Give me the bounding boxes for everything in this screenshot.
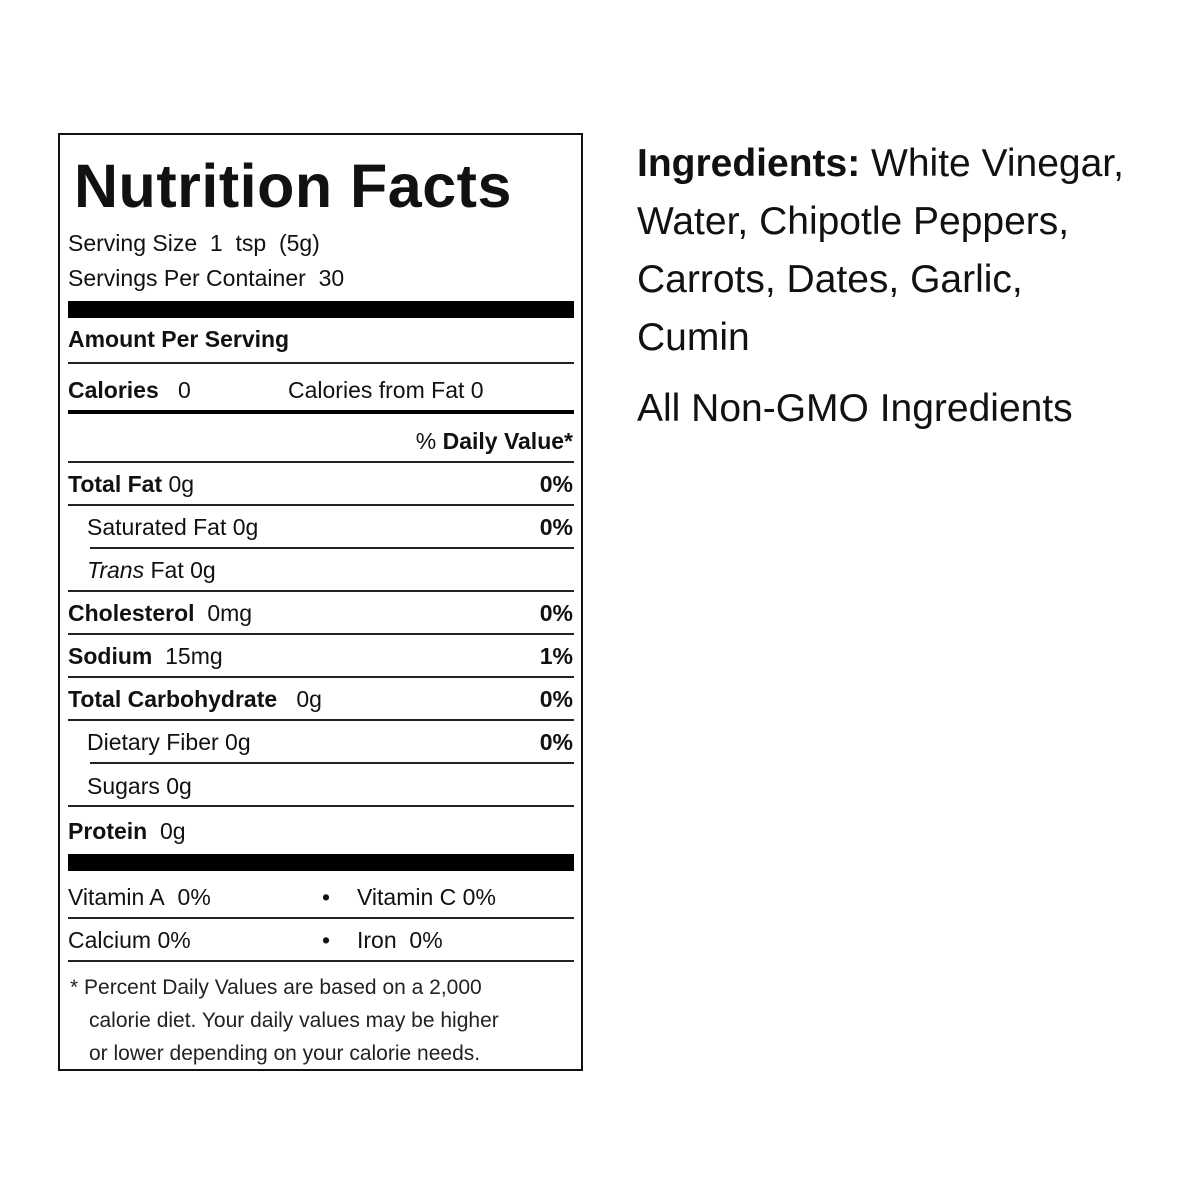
calcium: Calcium 0%	[68, 927, 191, 953]
nutrient-row-total-carbohydrate: Total Carbohydrate 0g	[68, 686, 322, 712]
serving-size-value: 1 tsp (5g)	[209, 230, 320, 256]
servings-per-container: Servings Per Container 30	[68, 265, 344, 291]
nutrient-amount: 0g	[160, 818, 186, 844]
ingredients-line: Cumin	[637, 316, 750, 359]
footnote: * Percent Daily Values are based on a 2,…	[70, 971, 499, 1070]
nutrient-dv: 0%	[539, 686, 573, 712]
thick-divider	[68, 301, 574, 318]
non-gmo-statement: All Non-GMO Ingredients	[637, 387, 1073, 430]
nutrient-row-protein: Protein 0g	[68, 818, 186, 844]
serving-size-label: Serving Size	[68, 230, 198, 256]
vitamin-a: Vitamin A 0%	[68, 884, 211, 910]
calories-label: Calories	[68, 377, 159, 403]
divider	[68, 590, 574, 592]
bullet: •	[322, 884, 331, 910]
nutrient-amount: 0g	[232, 514, 259, 540]
vitamin-label: Vitamin C	[357, 884, 457, 910]
calories-fat-label: Calories from Fat	[288, 377, 465, 403]
divider	[68, 504, 574, 506]
nutrient-amount: Fat 0g	[150, 557, 216, 583]
nutrition-title: Nutrition Facts	[74, 152, 512, 220]
divider	[68, 676, 574, 678]
nutrient-amount: 0g	[296, 686, 322, 712]
footnote-line: * Percent Daily Values are based on a 2,…	[70, 976, 482, 999]
nutrient-label: Dietary Fiber	[87, 729, 219, 755]
footnote-line: calorie diet. Your daily values may be h…	[89, 1009, 499, 1032]
ingredients-label: Ingredients:	[637, 142, 861, 185]
nutrient-row-total-fat: Total Fat 0g	[68, 471, 194, 497]
ingredients-text: White Vinegar,	[871, 142, 1124, 185]
divider	[68, 719, 574, 721]
nutrient-amount: 0g	[166, 773, 192, 799]
nutrient-label: Cholesterol	[68, 600, 195, 626]
amount-per-serving: Amount Per Serving	[68, 326, 290, 352]
nutrient-label: Total Carbohydrate	[68, 686, 278, 712]
vitamin-label: Iron	[357, 927, 397, 953]
divider	[68, 917, 574, 919]
footnote-line: or lower depending on your calorie needs…	[89, 1042, 481, 1065]
calories-from-fat: Calories from Fat 0	[288, 377, 484, 403]
divider	[90, 547, 574, 549]
ingredients-line: Ingredients: White Vinegar,	[637, 142, 1124, 186]
nutrient-row-saturated-fat: Saturated Fat 0g	[68, 514, 258, 540]
nutrient-label: Sugars	[87, 773, 160, 799]
daily-value-header: % Daily Value*	[416, 428, 573, 454]
ingredients-line: Water, Chipotle Peppers,	[637, 200, 1070, 243]
nutrient-label: Saturated Fat	[87, 514, 227, 540]
divider	[90, 762, 574, 764]
nutrient-row-sugars: Sugars 0g	[68, 773, 192, 799]
vitamin-c: Vitamin C 0%	[357, 884, 496, 910]
vitamin-label: Calcium	[68, 927, 152, 953]
thick-divider	[68, 854, 574, 871]
nutrient-dv: 0%	[539, 729, 573, 755]
iron: Iron 0%	[357, 927, 443, 953]
divider	[68, 633, 574, 635]
calories-fat-value: 0	[470, 377, 484, 403]
nutrient-label: Protein	[68, 818, 148, 844]
ingredients-line: Carrots, Dates, Garlic,	[637, 258, 1023, 301]
nutrient-dv: 0%	[539, 471, 573, 497]
percent-sign: %	[415, 428, 437, 454]
nutrient-dv: 0%	[539, 600, 573, 626]
vitamin-value: 0%	[177, 884, 211, 910]
nutrient-row-sodium: Sodium 15mg	[68, 643, 223, 669]
nutrient-label: Sodium	[68, 643, 153, 669]
calories-value: 0	[177, 377, 191, 403]
divider	[68, 960, 574, 962]
nutrient-label: Trans	[87, 557, 145, 583]
vitamin-value: 0%	[157, 927, 191, 953]
nutrient-amount: 15mg	[165, 643, 223, 669]
vitamin-value: 0%	[462, 884, 496, 910]
divider	[68, 461, 574, 463]
nutrient-row-dietary-fiber: Dietary Fiber 0g	[68, 729, 251, 755]
servings-value: 30	[318, 265, 345, 291]
bullet: •	[322, 927, 331, 953]
daily-value-label: Daily Value*	[442, 428, 573, 454]
servings-label: Servings Per Container	[68, 265, 306, 291]
nutrient-label: Total Fat	[68, 471, 163, 497]
nutrient-dv: 0%	[539, 514, 573, 540]
serving-size: Serving Size 1 tsp (5g)	[68, 230, 320, 256]
nutrient-row-cholesterol: Cholesterol 0mg	[68, 600, 252, 626]
nutrition-facts-label: Nutrition Facts Serving Size 1 tsp (5g) …	[58, 133, 583, 1071]
calories: Calories 0	[68, 377, 191, 403]
nutrient-amount: 0g	[225, 729, 251, 755]
medium-divider	[68, 410, 574, 414]
nutrient-amount: 0mg	[207, 600, 253, 626]
divider	[68, 362, 574, 364]
vitamin-value: 0%	[409, 927, 443, 953]
nutrient-amount: 0g	[168, 471, 195, 497]
nutrient-row-trans-fat: Trans Fat 0g	[68, 557, 216, 583]
nutrient-dv: 1%	[539, 643, 573, 669]
divider	[68, 805, 574, 807]
vitamin-label: Vitamin A	[68, 884, 165, 910]
